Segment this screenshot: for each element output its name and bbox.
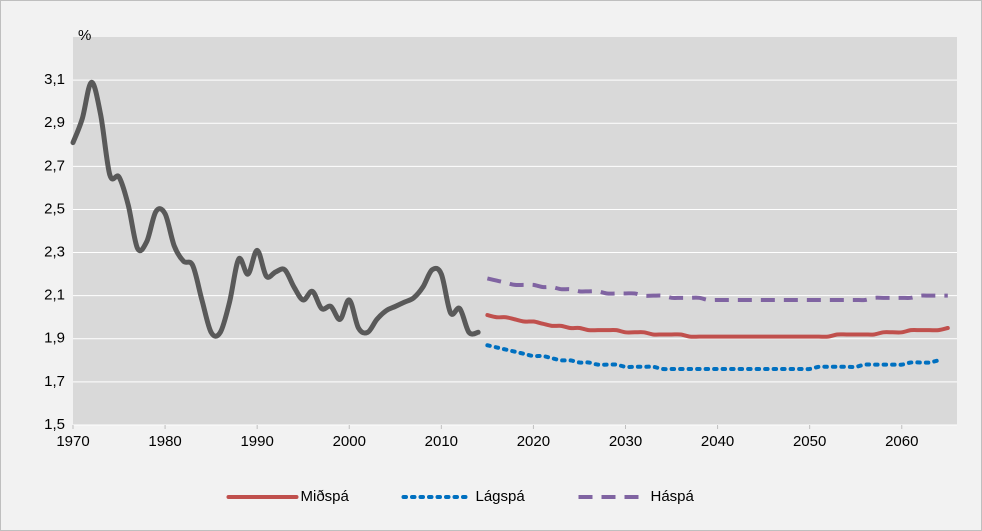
- x-tick-label: 2010: [425, 433, 458, 450]
- y-tick-label: 1,9: [44, 330, 65, 347]
- x-tick-label: 2060: [885, 433, 918, 450]
- legend-label: Miðspá: [301, 488, 350, 505]
- legend-label: Lágspá: [476, 488, 526, 505]
- y-tick-label: 1,5: [44, 416, 65, 433]
- plot-area: [73, 37, 957, 425]
- x-tick-label: 2020: [517, 433, 550, 450]
- series-line: [486, 276, 948, 303]
- x-tick-label: 2040: [701, 433, 734, 450]
- series-line: [70, 79, 481, 339]
- series-line: [485, 343, 941, 372]
- unit-label: %: [78, 27, 91, 44]
- y-tick-label: 2,9: [44, 114, 65, 131]
- y-tick-label: 2,7: [44, 157, 65, 174]
- x-tick-label: 1980: [148, 433, 181, 450]
- x-tick-label: 1970: [56, 433, 89, 450]
- x-tick-label: 2030: [609, 433, 642, 450]
- y-tick-label: 2,1: [44, 287, 65, 304]
- y-tick-label: 2,3: [44, 244, 65, 261]
- y-tick-label: 3,1: [44, 71, 65, 88]
- x-tick-label: 2050: [793, 433, 826, 450]
- series-line: [485, 313, 950, 339]
- x-tick-label: 2000: [333, 433, 366, 450]
- y-tick-label: 1,7: [44, 373, 65, 390]
- y-tick-label: 2,5: [44, 200, 65, 217]
- x-tick-label: 1990: [240, 433, 273, 450]
- legend-label: Háspá: [651, 488, 695, 505]
